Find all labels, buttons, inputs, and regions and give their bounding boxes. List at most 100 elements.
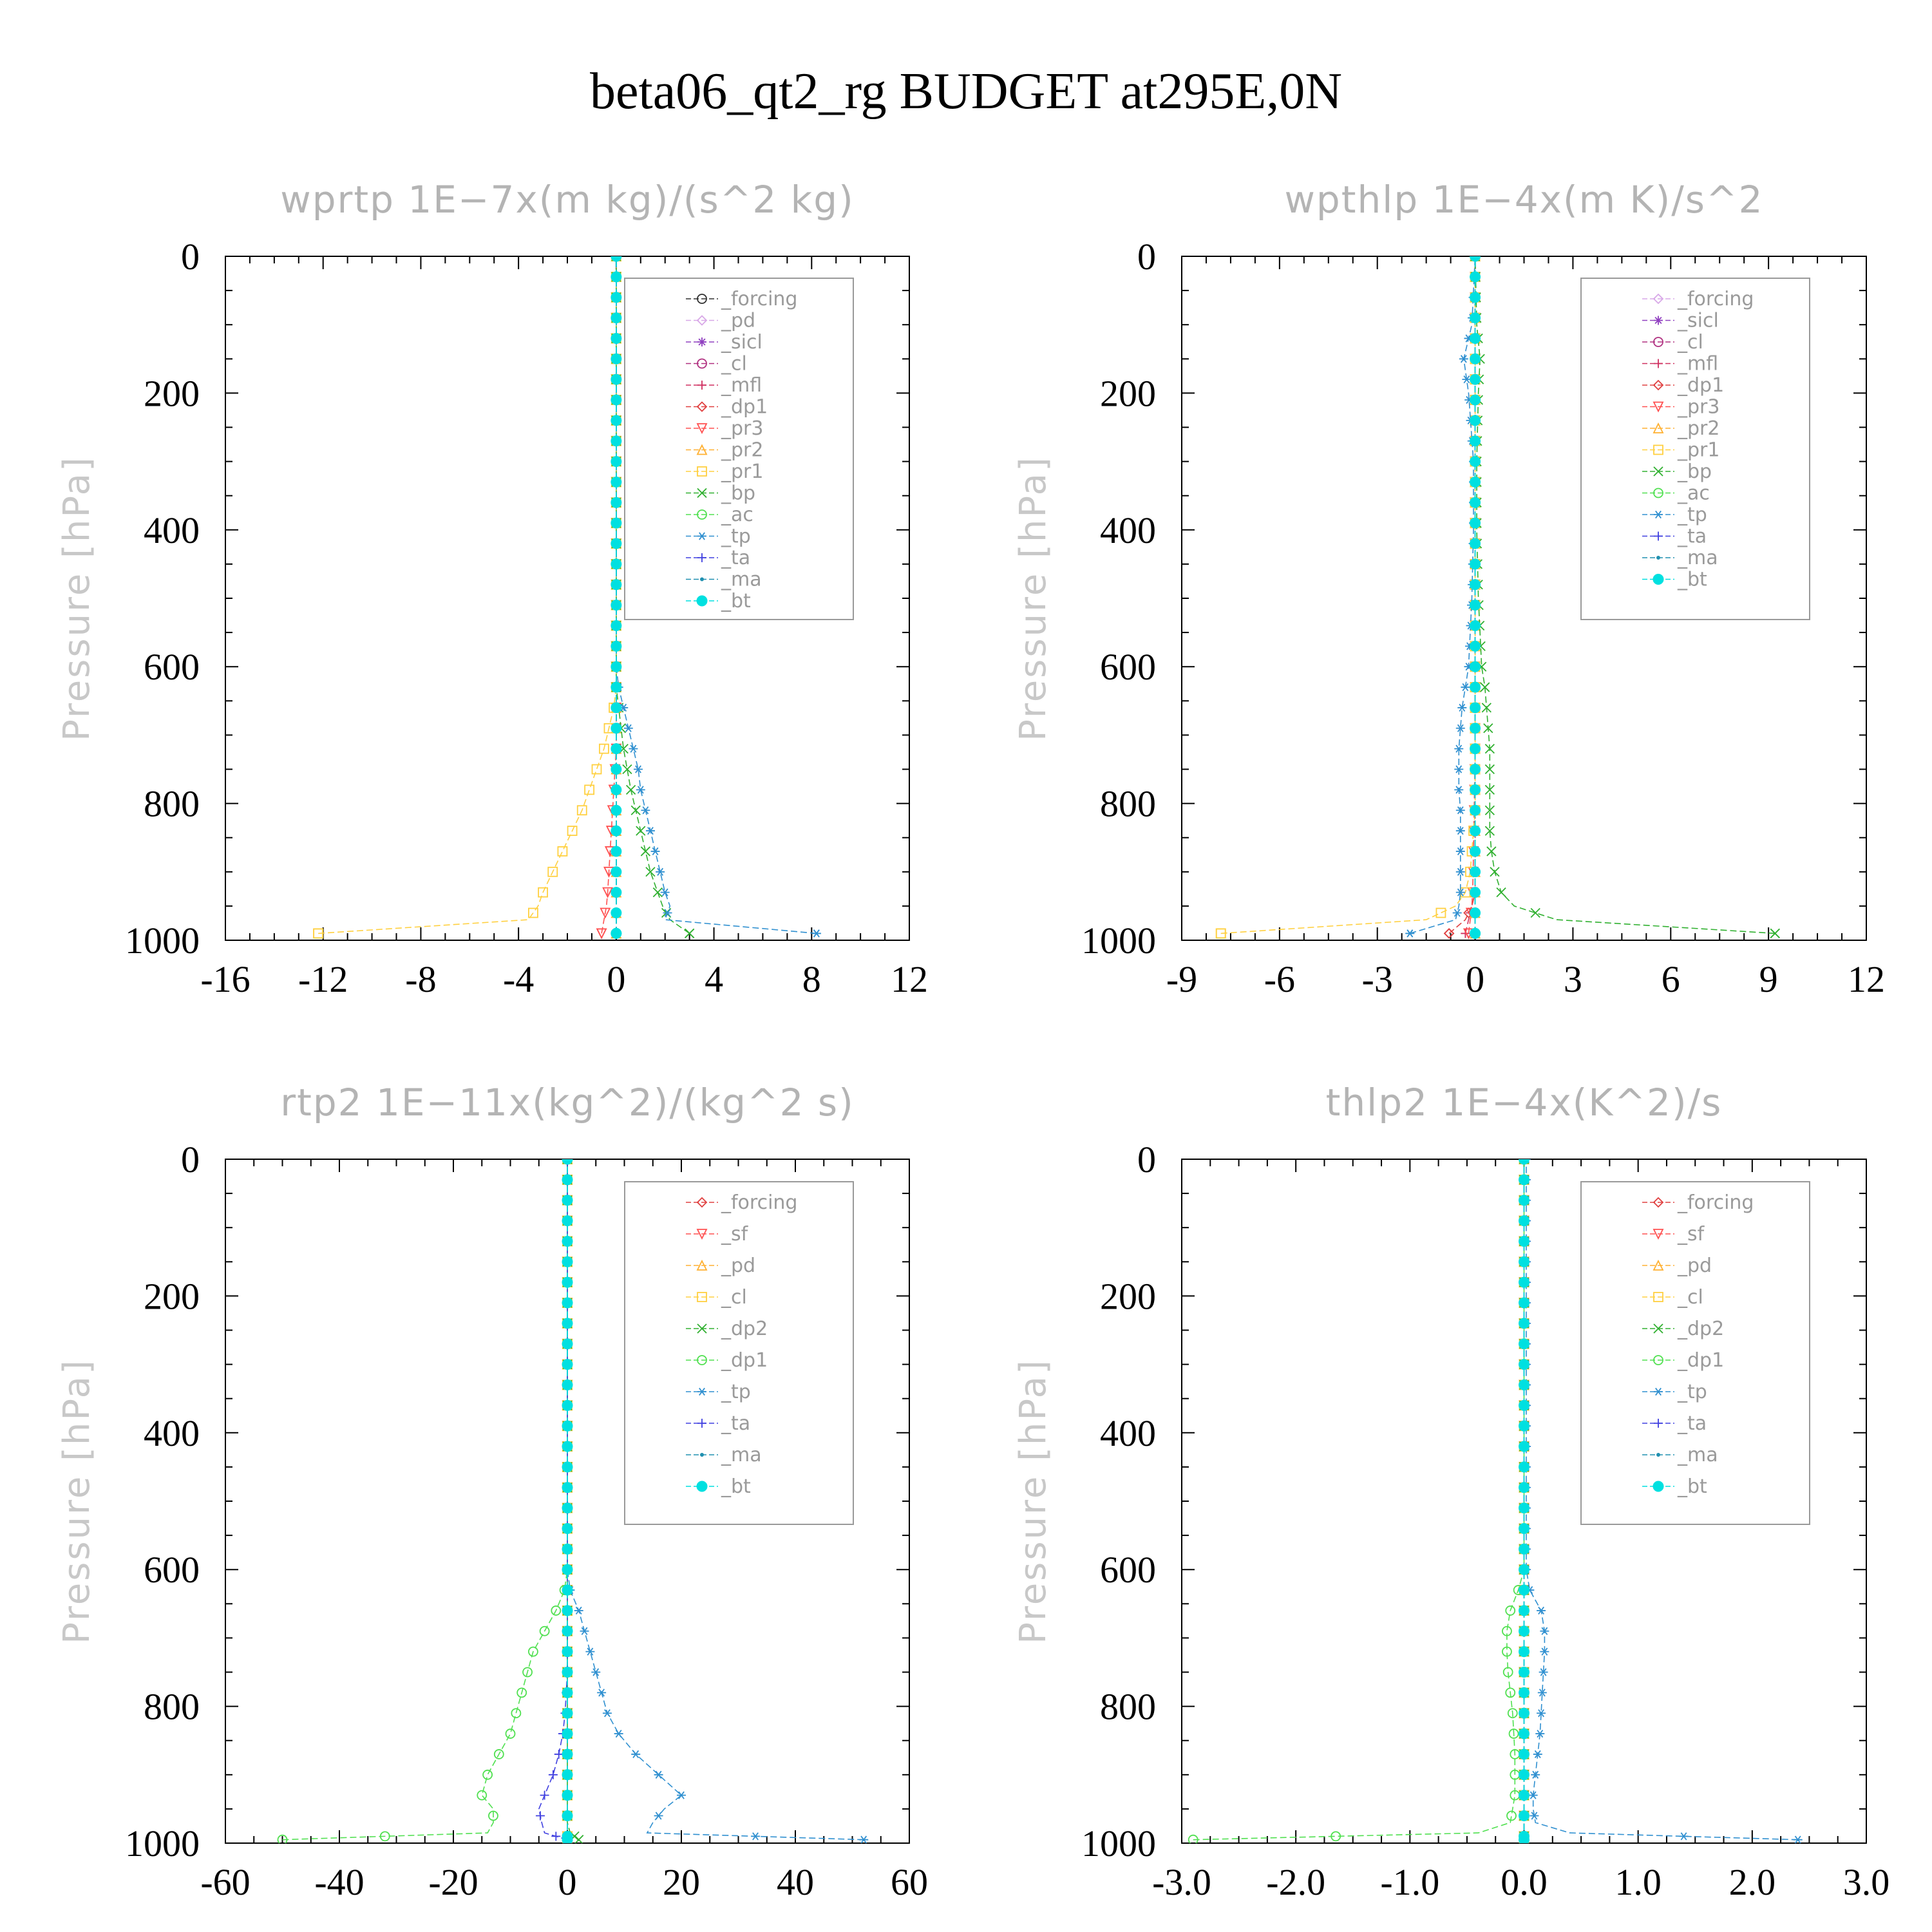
legend-item-ma: _ma: [686, 569, 762, 591]
x-tick-label: 2.0: [1729, 1861, 1776, 1903]
data-point: [1470, 723, 1481, 734]
legend-label: _sf: [721, 1223, 749, 1245]
legend-label: _ac: [721, 504, 753, 526]
data-point: [1519, 1564, 1530, 1575]
series-line-pr1: [318, 256, 617, 934]
legend-item-cl: _cl: [1642, 331, 1703, 354]
data-point: [1454, 765, 1464, 773]
x-tick-label: -1.0: [1380, 1861, 1439, 1903]
data-point: [1470, 681, 1481, 693]
data-point: [562, 1707, 573, 1719]
data-point: [811, 929, 821, 938]
legend-marker: [696, 595, 708, 607]
y-tick-label: 800: [1100, 1686, 1156, 1728]
legend-item-forcing: _forcing: [1642, 288, 1754, 310]
data-point: [611, 804, 622, 816]
data-point: [1470, 579, 1481, 591]
data-point: [1502, 1667, 1513, 1678]
data-point: [1470, 456, 1481, 468]
data-point: [1484, 784, 1495, 795]
data-point: [1519, 1834, 1530, 1843]
legend-marker: [697, 358, 707, 369]
data-point: [1459, 355, 1468, 363]
legend-label: _cl: [1677, 1286, 1703, 1309]
data-point: [562, 1379, 573, 1390]
data-point: [477, 1790, 488, 1801]
data-point: [562, 1297, 573, 1309]
data-point: [562, 1646, 573, 1658]
data-point: [1519, 1297, 1530, 1309]
legend-item-sf: _sf: [1642, 1223, 1705, 1245]
legend-marker: [700, 1453, 704, 1457]
x-tick-label: 3: [1564, 958, 1582, 1000]
data-point: [1470, 271, 1481, 283]
data-point: [1530, 1812, 1539, 1820]
legend-item-ma: _ma: [1642, 547, 1718, 569]
data-point: [1505, 1687, 1516, 1698]
legend-label: _pr1: [721, 460, 763, 483]
legend-label: _pr1: [1677, 439, 1719, 462]
legend-label: _tp: [1677, 1381, 1707, 1403]
data-point: [1519, 1276, 1530, 1288]
data-point: [1502, 1625, 1512, 1636]
data-point: [611, 764, 622, 775]
legend-item-forcing: _forcing: [686, 288, 797, 310]
data-point: [1470, 661, 1481, 672]
data-point: [602, 887, 614, 898]
panel-title: rtp2 1E−11x(kg^2)/(kg^2 s): [280, 1081, 855, 1124]
y-tick-label: 400: [144, 1412, 200, 1454]
legend-marker: [696, 1197, 708, 1208]
legend-label: _mfl: [1677, 353, 1718, 375]
legend-item-bp: _bp: [1642, 460, 1712, 483]
x-tick-label: -40: [314, 1861, 364, 1903]
legend-label: _ma: [1677, 1444, 1718, 1466]
legend-item-dp2: _dp2: [1642, 1318, 1724, 1340]
legend-item-bt: _bt: [686, 590, 751, 612]
legend-item-dp1: _dp1: [1642, 1349, 1724, 1372]
data-point: [596, 928, 607, 940]
data-point: [1470, 538, 1481, 549]
data-point: [539, 1625, 550, 1636]
data-point: [1455, 888, 1465, 896]
series-layer: [313, 256, 821, 940]
data-point: [645, 826, 655, 835]
data-point: [1470, 743, 1481, 755]
data-point: [562, 1235, 573, 1247]
legend-marker: [700, 577, 704, 582]
legend-label: _dp1: [721, 396, 768, 419]
data-point: [614, 1729, 623, 1738]
legend-marker: [697, 1387, 706, 1396]
y-tick-label: 1000: [125, 1823, 200, 1864]
legend-label: _ma: [721, 569, 762, 591]
data-point: [611, 600, 622, 611]
data-point: [528, 907, 538, 918]
data-point: [1461, 683, 1470, 692]
legend-marker: [1654, 1387, 1663, 1396]
y-tick-label: 600: [1100, 646, 1156, 688]
data-point: [1519, 1318, 1530, 1329]
legend-marker: [697, 294, 707, 304]
y-tick-label: 0: [1137, 1139, 1156, 1180]
data-point: [611, 312, 622, 324]
data-point: [1470, 394, 1481, 406]
data-point: [1470, 374, 1481, 385]
legend-item-dp1: _dp1: [686, 396, 768, 419]
legend: _forcing _sf _pd _cl _dp2 _dp1 _tp _ta _ma _bt: [1580, 1181, 1810, 1525]
x-tick-label: 0.0: [1501, 1861, 1548, 1903]
data-point: [623, 724, 633, 732]
legend-item-sicl: _sicl: [1642, 310, 1719, 332]
data-point: [1470, 332, 1481, 344]
legend-label: _dp1: [1677, 1349, 1724, 1372]
legend-item-tp: _tp: [686, 1381, 751, 1403]
legend-label: _sf: [1677, 1223, 1705, 1245]
data-point: [562, 1522, 573, 1534]
legend-item-dp2: _dp2: [686, 1318, 768, 1340]
data-point: [598, 743, 609, 754]
data-point: [1490, 867, 1500, 877]
data-point: [663, 909, 672, 917]
series-line-bp: [1474, 256, 1776, 934]
y-tick-label: 600: [144, 646, 200, 688]
data-point: [611, 558, 622, 570]
data-point: [1531, 1770, 1540, 1779]
series-line-dp1: [1193, 1159, 1525, 1841]
